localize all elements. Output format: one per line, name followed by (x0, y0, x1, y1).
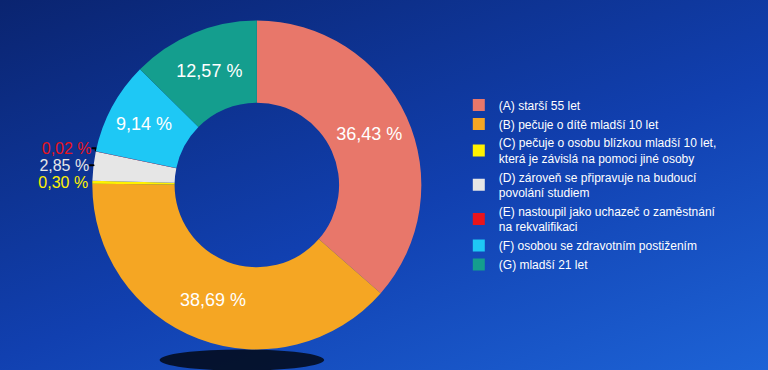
svg-text:38,69 %: 38,69 % (180, 290, 246, 310)
svg-text:0,30 %: 0,30 % (38, 174, 88, 191)
svg-text:(E) nastoupil jako uchazeč o z: (E) nastoupil jako uchazeč o zaměstnánín… (499, 205, 716, 235)
svg-text:9,14 %: 9,14 % (116, 114, 172, 134)
svg-text:(B) pečuje o dítě mladší 10 le: (B) pečuje o dítě mladší 10 let (499, 118, 659, 132)
svg-text:(G) mladší 21 let: (G) mladší 21 let (499, 258, 588, 272)
svg-text:0,02 %: 0,02 % (42, 140, 92, 157)
svg-text:(D) zároveň se připravuje na b: (D) zároveň se připravuje na budoucípovo… (499, 171, 697, 201)
svg-text:(C) pečuje o osobu blízkou mla: (C) pečuje o osobu blízkou mladší 10 let… (499, 136, 716, 166)
svg-text:36,43 %: 36,43 % (336, 124, 402, 144)
svg-text:(A) starší 55 let: (A) starší 55 let (499, 99, 581, 113)
svg-text:12,57 %: 12,57 % (176, 61, 242, 81)
svg-text:(F) osobou se zdravotním posti: (F) osobou se zdravotním postižením (499, 239, 697, 253)
svg-text:2,85 %: 2,85 % (39, 157, 89, 174)
